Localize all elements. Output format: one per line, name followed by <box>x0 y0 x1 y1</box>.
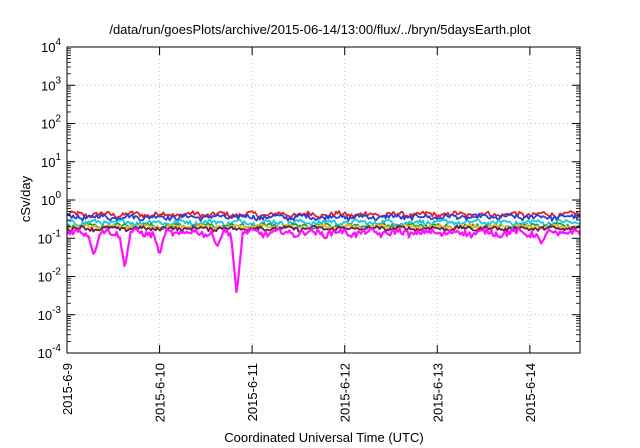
y-tick-label: 10-1 <box>38 228 62 246</box>
series-line-6 <box>66 224 581 233</box>
grid <box>67 47 580 353</box>
series-line-5 <box>66 223 581 231</box>
ticks <box>66 46 580 354</box>
y-axis-label: cSv/day <box>18 175 33 222</box>
x-axis-label: Coordinated Universal Time (UTC) <box>224 430 423 445</box>
x-tick-label: 2015-6-13 <box>430 363 445 422</box>
series-line-2 <box>66 212 581 222</box>
chart-title: /data/run/goesPlots/archive/2015-06-14/1… <box>109 22 531 37</box>
x-tick-labels: 2015-6-9 2015-6-10 2015-6-11 2015-6-12 2015-… <box>60 363 538 422</box>
series-line-7 <box>66 227 581 294</box>
x-tick-label: 2015-6-14 <box>523 363 538 422</box>
y-tick-label: 103 <box>41 75 61 93</box>
y-tick-label: 102 <box>41 114 61 132</box>
series-line-1 <box>66 210 581 220</box>
x-tick-label: 2015-6-9 <box>60 363 75 415</box>
series-group <box>66 210 581 294</box>
y-tick-label: 100 <box>41 190 61 208</box>
series-line-3 <box>66 218 581 228</box>
y-tick-label: 10-3 <box>38 305 62 323</box>
y-tick-label: 104 <box>41 37 61 55</box>
y-tick-labels: 10-4 10-3 10-2 10-1 100 101 102 103 104 <box>38 37 62 361</box>
y-tick-label: 10-2 <box>38 267 62 285</box>
x-tick-label: 2015-6-11 <box>245 363 260 421</box>
y-tick-label: 101 <box>41 152 61 170</box>
x-tick-label: 2015-6-10 <box>153 363 168 422</box>
y-tick-label: 10-4 <box>38 343 62 361</box>
x-tick-label: 2015-6-12 <box>338 363 353 422</box>
